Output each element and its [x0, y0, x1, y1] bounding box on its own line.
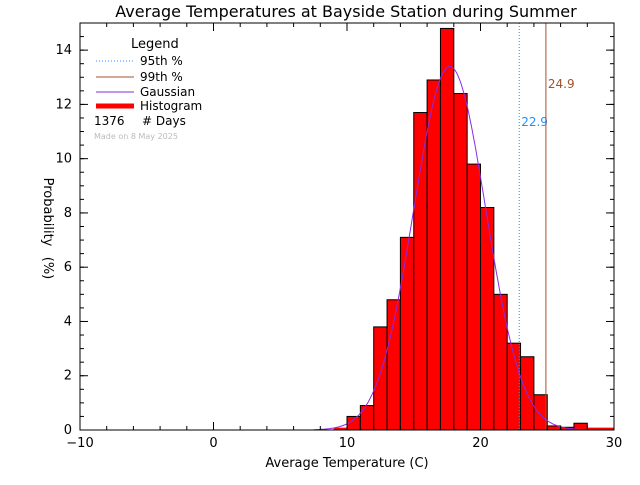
x-tick-label-1: 0 — [209, 436, 217, 451]
legend-label-gaussian: Gaussian — [140, 85, 195, 99]
x-tick-label-2: 10 — [339, 436, 356, 451]
legend-title: Legend — [131, 37, 179, 52]
chart-title: Average Temperatures at Bayside Station … — [115, 2, 577, 21]
y-axis-label: Probability — [40, 178, 55, 247]
x-tick-label-4: 30 — [606, 436, 623, 451]
x-axis: −10 0 10 20 30 — [66, 23, 622, 451]
y-tick-label-4: 8 — [64, 206, 72, 221]
histogram-bar-7 — [439, 27, 455, 431]
y-axis: 0 2 4 6 8 10 12 14 — [55, 22, 614, 438]
x-axis-label: Average Temperature (C) — [265, 456, 428, 471]
legend-label-95th: 95th % — [140, 54, 183, 68]
histogram-bar-1 — [359, 405, 375, 431]
y-tick-label-1: 2 — [64, 369, 72, 384]
histogram-bar-8 — [453, 93, 468, 431]
histogram-bars — [346, 27, 588, 431]
histogram-bar-6 — [426, 79, 441, 431]
histogram-bar-14 — [533, 394, 548, 431]
y-tick-label-6: 12 — [55, 97, 72, 112]
histogram-bar-2 — [373, 326, 388, 431]
y-tick-label-3: 6 — [64, 260, 72, 275]
made-on-note: Made on 8 May 2025 — [94, 132, 178, 141]
y-tick-label-7: 14 — [55, 43, 72, 58]
y-tick-label-5: 10 — [55, 152, 72, 167]
legend-label-99th: 99th % — [140, 70, 183, 84]
percentile-label-0: 22.9 — [521, 115, 548, 129]
histogram-bar-5 — [413, 112, 428, 431]
x-tick-label-3: 20 — [472, 436, 489, 451]
y-axis-unit: (%) — [40, 257, 55, 280]
percentile-lines: 22.9 24.9 — [518, 23, 575, 430]
x-tick-label-0: −10 — [66, 436, 93, 451]
histogram-bar-9 — [466, 163, 481, 431]
legend-label-histogram: Histogram — [140, 99, 202, 113]
histogram-bar-4 — [399, 236, 415, 431]
percentile-label-1: 24.9 — [548, 77, 575, 91]
y-tick-label-2: 4 — [64, 314, 72, 329]
days-count: 1376 — [94, 114, 125, 128]
days-label: # Days — [142, 114, 186, 128]
histogram-bar-11 — [493, 293, 508, 431]
histogram-bar-10 — [480, 207, 495, 431]
legend: Legend 95th % 99th % Gaussian Histogram … — [94, 37, 202, 141]
y-tick-label-0: 0 — [64, 423, 72, 438]
